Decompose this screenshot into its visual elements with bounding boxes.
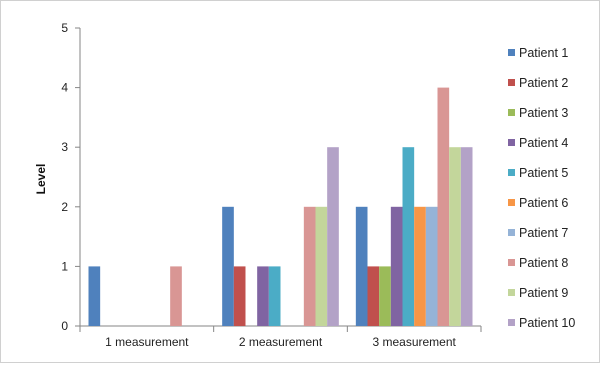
bar (379, 266, 391, 326)
bar (88, 266, 101, 326)
legend-label: Patient 2 (519, 76, 568, 90)
bar (303, 206, 316, 326)
legend-label: Patient 4 (519, 136, 568, 150)
x-tick-label: 3 measurement (372, 335, 456, 349)
legend-label: Patient 7 (519, 226, 568, 240)
bar (437, 87, 450, 326)
bar (257, 266, 269, 326)
legend-swatch (508, 169, 515, 176)
bar (170, 266, 182, 326)
y-tick-label: 2 (61, 200, 68, 214)
y-axis-title: Level (34, 164, 48, 195)
legend-swatch (508, 229, 515, 236)
legend-swatch (508, 319, 515, 326)
legend-label: Patient 3 (519, 106, 568, 120)
bar (414, 206, 426, 326)
bar (425, 206, 438, 326)
legend-label: Patient 8 (519, 256, 568, 270)
legend-label: Patient 6 (519, 196, 568, 210)
legend-label: Patient 1 (519, 46, 568, 60)
legend-label: Patient 5 (519, 166, 568, 180)
y-tick-label: 5 (61, 21, 68, 35)
y-tick-label: 0 (61, 319, 68, 333)
legend-swatch (508, 109, 515, 116)
y-tick-label: 3 (61, 140, 68, 154)
legend-swatch (508, 259, 515, 266)
bar (268, 266, 281, 326)
legend-label: Patient 9 (519, 286, 568, 300)
legend-swatch (508, 49, 515, 56)
legend-swatch (508, 139, 515, 146)
bar (390, 206, 403, 326)
x-tick-label: 2 measurement (239, 335, 323, 349)
bar (449, 147, 461, 326)
bar (327, 147, 339, 326)
y-tick-label: 1 (61, 259, 68, 273)
y-tick-label: 4 (61, 81, 68, 95)
legend: Patient 1 Patient 2 Patient 3 Patient 4 Pati… (508, 46, 575, 330)
bar (367, 266, 380, 326)
bar (233, 266, 246, 326)
bar (402, 147, 415, 326)
legend-swatch (508, 289, 515, 296)
legend-swatch (508, 199, 515, 206)
bar (315, 206, 328, 326)
bar (222, 206, 234, 326)
plot-area: 0 1 2 3 4 5 1 measurement 2 measurement 3 measur… (61, 21, 482, 349)
bar (355, 206, 368, 326)
legend-label: Patient 10 (519, 316, 575, 330)
bar (460, 147, 473, 326)
x-tick-label: 1 measurement (105, 335, 189, 349)
legend-swatch (508, 79, 515, 86)
